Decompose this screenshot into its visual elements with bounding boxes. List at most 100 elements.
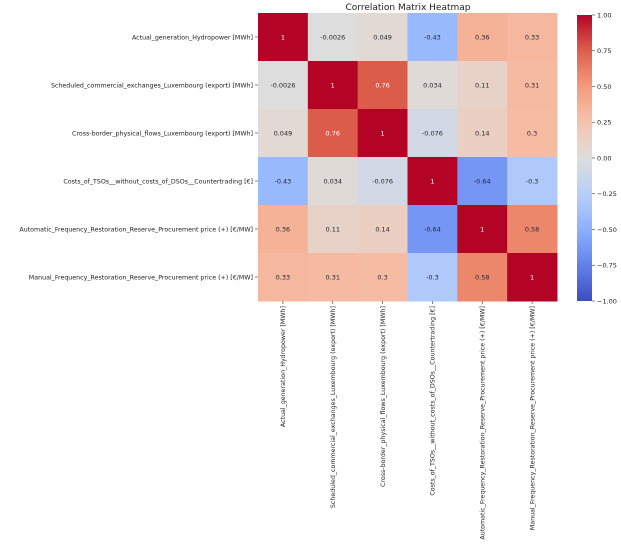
heatmap-cell <box>407 109 458 158</box>
cell-annotation: 0.14 <box>375 226 389 234</box>
heatmap-cell <box>258 61 309 110</box>
heatmap-cell <box>258 253 309 302</box>
heatmap-annotations: 1 -0.0026 0.049 -0.43 0.36 0.33 -0.0026 1 0.76 0.… <box>270 34 539 282</box>
y-tick-label: Costs_of_TSOs__without_costs_of_DSOs__Co… <box>63 178 253 185</box>
cell-annotation: -0.43 <box>424 34 441 42</box>
heatmap-cell <box>307 253 359 302</box>
y-tick-label: Automatic_Frequency_Restoration_Reserve_… <box>19 226 253 233</box>
cell-annotation: 0.14 <box>475 130 489 138</box>
cell-annotation: 0.3 <box>527 130 537 138</box>
cell-annotation: -0.43 <box>275 178 292 186</box>
cell-annotation: 0.58 <box>475 274 489 282</box>
heatmap-cell <box>357 13 408 62</box>
cell-annotation: 0.11 <box>475 82 489 90</box>
heatmap-cell <box>457 253 508 302</box>
heatmap-cell <box>307 109 359 158</box>
heatmap-cell <box>357 157 408 206</box>
x-tick-label: Costs_of_TSOs__without_costs_of_DSOs__Co… <box>430 306 437 496</box>
cell-annotation: 0.3 <box>377 274 387 282</box>
heatmap-cell <box>507 13 558 62</box>
heatmap-cells <box>258 13 558 302</box>
chart-title: Correlation Matrix Heatmap <box>345 3 470 13</box>
heatmap-cell <box>258 157 309 206</box>
heatmap-cell <box>457 61 508 110</box>
colorbar-tick-label: 1.00 <box>597 11 611 19</box>
cell-annotation: -0.3 <box>526 178 539 186</box>
cell-annotation: 1 <box>331 82 335 90</box>
colorbar-tick-label: 0.00 <box>597 154 611 162</box>
heatmap-cell <box>307 157 359 206</box>
y-tick-label: Actual_generation_Hydropower [MWh] <box>132 34 253 41</box>
heatmap-cell <box>307 205 359 254</box>
heatmap-cell <box>507 109 558 158</box>
cell-annotation: 0.034 <box>323 178 342 186</box>
cell-annotation: 1 <box>530 274 534 282</box>
colorbar-tick-label: −0.25 <box>597 190 617 198</box>
x-tick-label: Cross-border_physical_flows_Luxembourg (… <box>380 306 387 487</box>
cell-annotation: 0.049 <box>373 34 392 42</box>
colorbar-tick-label: 0.50 <box>597 83 611 91</box>
heatmap-cell <box>407 61 458 110</box>
heatmap-cell <box>357 61 408 110</box>
heatmap-cell <box>357 109 408 158</box>
heatmap-cell <box>457 109 508 158</box>
colorbar-tick-label: 0.25 <box>597 119 611 127</box>
heatmap-cell <box>258 13 309 62</box>
heatmap-cell <box>307 61 359 110</box>
heatmap-cell <box>457 157 508 206</box>
y-tick-label: Manual_Frequency_Restoration_Reserve_Pro… <box>29 274 253 281</box>
cell-annotation: -0.64 <box>424 226 441 234</box>
cell-annotation: 0.76 <box>326 130 340 138</box>
heatmap-cell <box>507 157 558 206</box>
cell-annotation: -0.076 <box>372 178 393 186</box>
heatmap-cell <box>507 205 558 254</box>
y-tick-label: Scheduled_commercial_exchanges_Luxembour… <box>51 82 253 89</box>
cell-annotation: 0.36 <box>276 226 290 234</box>
heatmap-cell <box>407 205 458 254</box>
colorbar-tick-label: −0.75 <box>597 262 617 270</box>
cell-annotation: 1 <box>480 226 484 234</box>
colorbar-tick-label: −1.00 <box>597 297 617 305</box>
colorbar-ticks: 1.00 0.75 0.50 0.25 0.00 −0.25 −0.50 −0.75 −1.00 <box>592 11 617 305</box>
cell-annotation: 0.034 <box>423 82 442 90</box>
cell-annotation: 0.049 <box>274 130 293 138</box>
colorbar-tick-label: 0.75 <box>597 47 611 55</box>
cell-annotation: 1 <box>430 178 434 186</box>
heatmap-cell <box>407 13 458 62</box>
colorbar <box>577 15 592 301</box>
heatmap-cell <box>507 253 558 302</box>
x-tick-label: Manual_Frequency_Restoration_Reserve_Pro… <box>529 306 536 530</box>
cell-annotation: 0.11 <box>326 226 340 234</box>
x-tick-label: Automatic_Frequency_Restoration_Reserve_… <box>480 306 487 540</box>
heatmap-cell <box>507 61 558 110</box>
heatmap-cell <box>407 157 458 206</box>
cell-annotation: 0.36 <box>475 34 489 42</box>
cell-annotation: 0.58 <box>525 226 539 234</box>
heatmap-cell <box>307 13 359 62</box>
heatmap-cell <box>457 205 508 254</box>
heatmap-cell <box>258 109 309 158</box>
cell-annotation: 0.76 <box>375 82 389 90</box>
cell-annotation: 1 <box>381 130 385 138</box>
cell-annotation: -0.0026 <box>320 34 345 42</box>
heatmap-cell <box>357 253 408 302</box>
cell-annotation: 0.31 <box>525 82 539 90</box>
cell-annotation: -0.076 <box>422 130 443 138</box>
cell-annotation: 0.31 <box>326 274 340 282</box>
cell-annotation: -0.64 <box>474 178 491 186</box>
x-axis-tick-labels: Actual_generation_Hydropower [MWh] Schedu… <box>280 301 536 540</box>
cell-annotation: -0.3 <box>426 274 439 282</box>
y-tick-label: Cross-border_physical_flows_Luxembourg (… <box>72 130 253 137</box>
colorbar-tick-label: −0.50 <box>597 226 617 234</box>
heatmap-cell <box>357 205 408 254</box>
x-tick-label: Scheduled_commercial_exchanges_Luxembour… <box>330 306 337 508</box>
y-axis-tick-labels: Actual_generation_Hydropower [MWh] Schedu… <box>19 34 258 281</box>
cell-annotation: 0.33 <box>276 274 290 282</box>
heatmap-cell <box>457 13 508 62</box>
x-tick-label: Actual_generation_Hydropower [MWh] <box>280 306 287 427</box>
heatmap-cell <box>258 205 309 254</box>
cell-annotation: 1 <box>281 34 285 42</box>
heatmap-cell <box>407 253 458 302</box>
cell-annotation: 0.33 <box>525 34 539 42</box>
cell-annotation: -0.0026 <box>270 82 295 90</box>
